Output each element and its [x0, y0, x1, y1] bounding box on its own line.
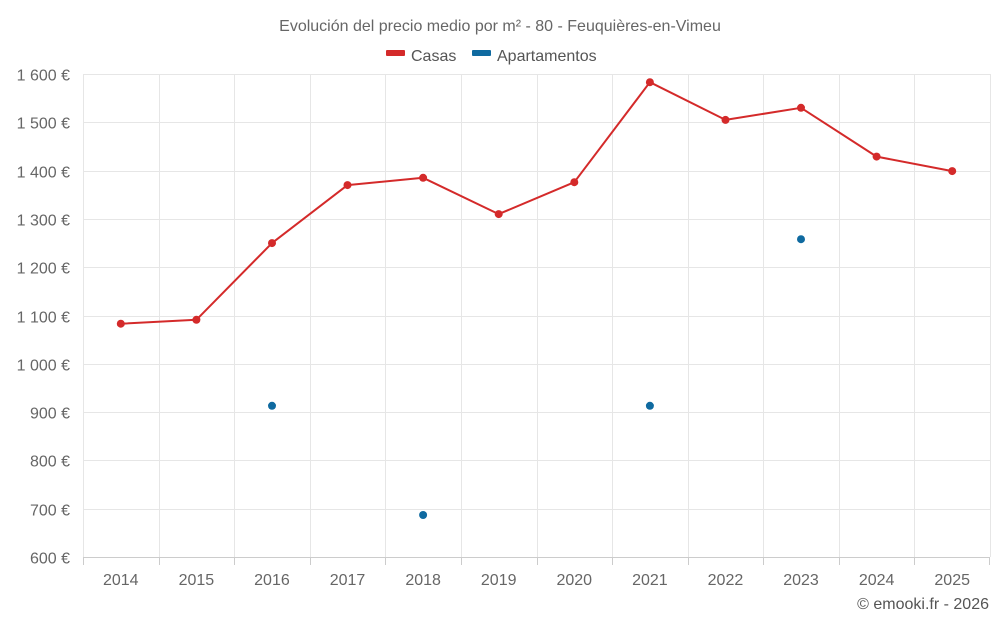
data-point-casas-2015[interactable]	[192, 315, 201, 324]
data-point-casas-2020[interactable]	[570, 178, 579, 187]
y-tick-label: 900 €	[30, 406, 70, 423]
data-point-apartamentos-2023[interactable]	[797, 235, 805, 244]
data-point-casas-2021[interactable]	[645, 78, 654, 87]
x-tick-label: 2023	[783, 572, 819, 589]
x-tick-label: 2021	[632, 572, 668, 589]
data-point-casas-2024[interactable]	[872, 152, 881, 161]
x-tick-label: 2018	[405, 572, 441, 589]
legend-label-apartamentos: Apartamentos	[497, 48, 597, 65]
y-tick-label: 700 €	[30, 503, 70, 520]
series	[116, 78, 957, 519]
y-tick-label: 600 €	[30, 551, 70, 568]
data-point-casas-2025[interactable]	[948, 167, 957, 176]
x-axis-ticks: 2014 2015 2016 2017 2018 2019 2020 2021 2022 2023…	[103, 572, 970, 589]
series-casas	[116, 78, 957, 328]
data-point-casas-2023[interactable]	[797, 103, 805, 112]
y-tick-label: 1 200 €	[17, 261, 70, 278]
y-tick-label: 800 €	[30, 454, 70, 471]
x-tick-label: 2019	[481, 572, 517, 589]
data-point-apartamentos-2021[interactable]	[645, 401, 654, 410]
data-point-casas-2022[interactable]	[721, 115, 730, 124]
y-tick-label: 1 500 €	[17, 116, 70, 133]
x-tick-label: 2014	[103, 572, 139, 589]
y-tick-label: 1 400 €	[17, 165, 70, 182]
legend: Casas Apartamentos	[386, 48, 597, 65]
data-point-apartamentos-2016[interactable]	[268, 401, 276, 410]
x-tick-label: 2015	[179, 572, 215, 589]
data-point-casas-2014[interactable]	[116, 319, 125, 328]
data-point-casas-2016[interactable]	[268, 239, 276, 248]
y-tick-label: 1 100 €	[17, 310, 70, 327]
legend-label-casas: Casas	[411, 48, 456, 65]
data-point-casas-2017[interactable]	[343, 181, 352, 190]
data-point-casas-2019[interactable]	[494, 210, 503, 219]
y-tick-label: 1 300 €	[17, 213, 70, 230]
y-axis-ticks: 600 € 700 € 800 € 900 € 1 000 € 1 100 € 1 200 …	[17, 68, 70, 568]
y-tick-label: 1 600 €	[17, 68, 70, 85]
x-tick-label: 2024	[859, 572, 895, 589]
legend-item-apartamentos[interactable]: Apartamentos	[472, 48, 597, 65]
x-tick-label: 2016	[254, 572, 290, 589]
y-tick-label: 1 000 €	[17, 358, 70, 375]
x-tick-label: 2017	[330, 572, 366, 589]
legend-swatch-apartamentos	[472, 50, 491, 56]
data-point-casas-2018[interactable]	[419, 173, 428, 182]
gridlines	[83, 74, 991, 557]
axes	[83, 557, 990, 565]
data-point-apartamentos-2018[interactable]	[419, 511, 428, 519]
x-tick-label: 2020	[556, 572, 592, 589]
series-apartamentos	[268, 235, 805, 519]
legend-item-casas[interactable]: Casas	[386, 48, 456, 65]
legend-swatch-casas	[386, 50, 405, 56]
chart-title: Evolución del precio medio por m² - 80 -…	[279, 18, 721, 35]
series-line-casas	[120, 81, 953, 325]
x-tick-label: 2025	[934, 572, 970, 589]
credit-text: © emooki.fr - 2026	[857, 596, 989, 613]
x-tick-label: 2022	[708, 572, 744, 589]
